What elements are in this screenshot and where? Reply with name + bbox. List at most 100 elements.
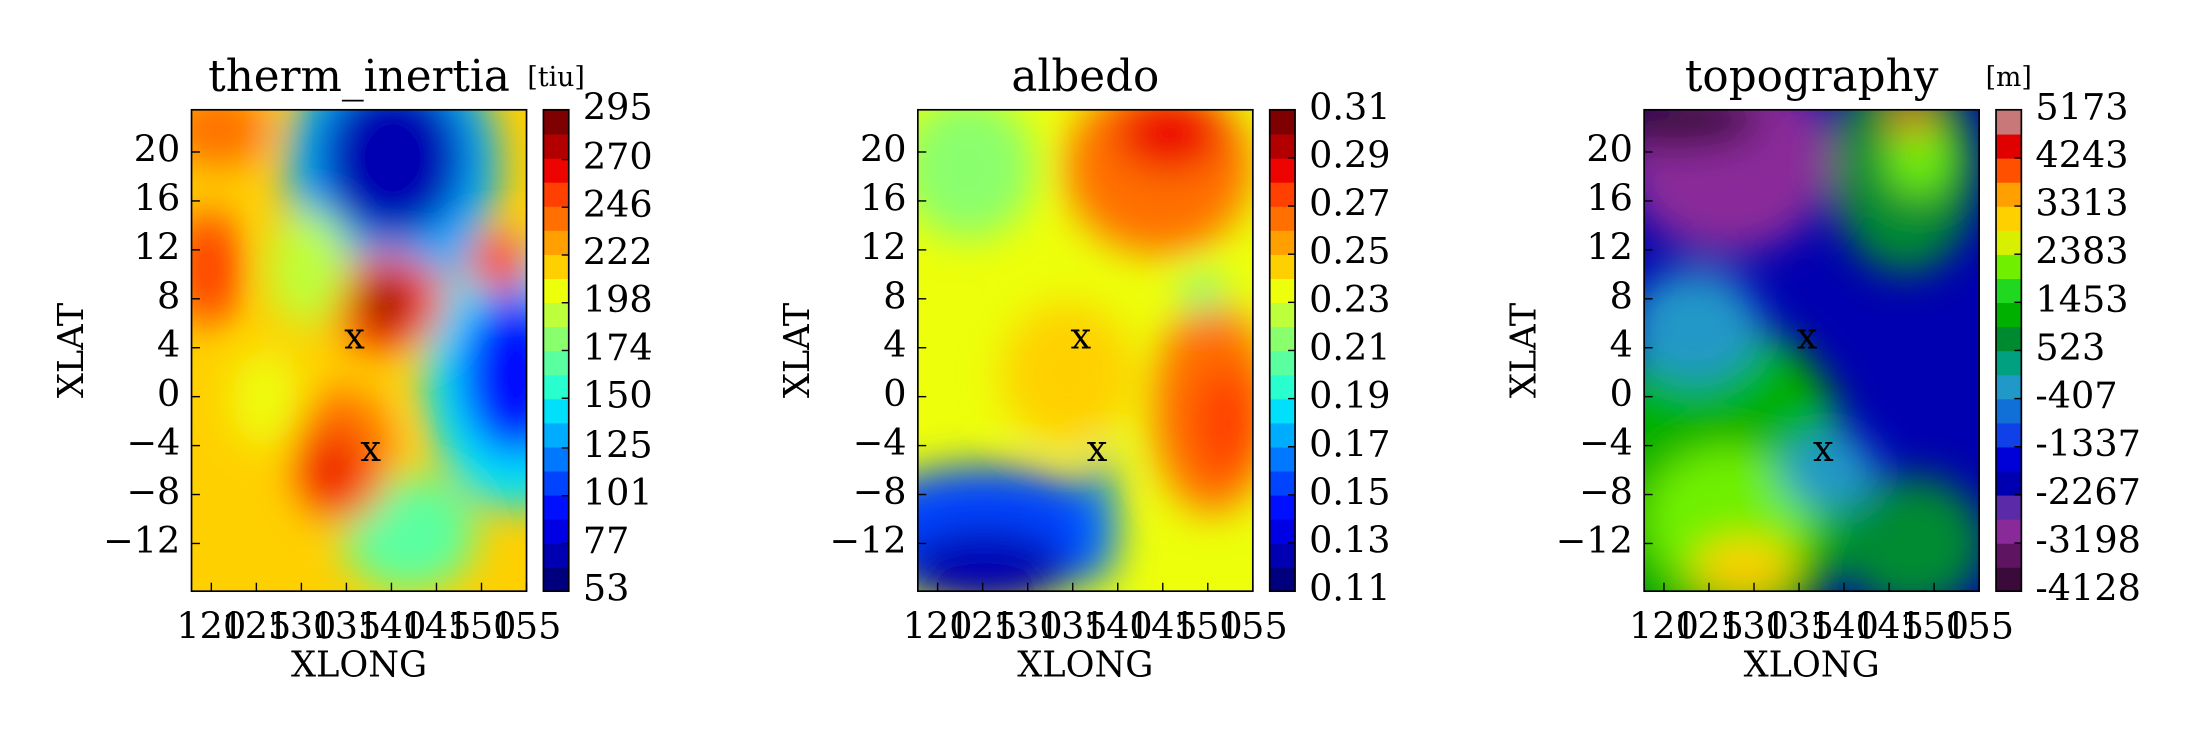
field-region	[1778, 432, 1879, 510]
colorbar-band	[1996, 398, 2022, 424]
field-region	[1001, 302, 1136, 447]
colorbar-tick-label: 125	[583, 423, 653, 466]
colorbar-band	[1269, 133, 1296, 159]
y-tick-label: 4	[1610, 323, 1633, 366]
colorbar-tick-label: 77	[583, 519, 630, 562]
field-region	[231, 350, 299, 447]
field	[191, 109, 527, 592]
colorbar-band	[1269, 446, 1296, 472]
x-axis-label: XLONG	[1017, 645, 1153, 686]
colorbar-tick-label: 4243	[2035, 133, 2128, 176]
colorbar-band	[543, 398, 569, 424]
y-tick-label: 20	[134, 127, 181, 170]
y-axis-label: XLAT	[1503, 302, 1544, 398]
colorbar-band	[543, 374, 569, 400]
field-region	[1182, 273, 1223, 312]
colorbar-tick-label: -3198	[2035, 519, 2140, 562]
x-tick-label: 135	[1038, 605, 1108, 648]
colorbar-tick-label: 270	[583, 135, 653, 178]
plot-frame	[1643, 108, 1980, 593]
colorbar-band	[1269, 422, 1296, 448]
colorbar-tick-label: 0.23	[1309, 278, 1390, 321]
colorbar-band	[1269, 374, 1296, 400]
field-shapes	[1644, 109, 1980, 592]
colorbar-tick-label: 198	[583, 278, 653, 321]
colorbar-band	[1269, 518, 1296, 544]
y-tick-label: 20	[860, 127, 907, 170]
y-tick-label: −12	[1556, 519, 1633, 562]
y-axis-label: XLAT	[51, 302, 92, 398]
y-tick-label: 12	[134, 225, 181, 268]
field-region	[318, 109, 467, 240]
colorbar-band	[543, 206, 569, 231]
colorbar-tick-label: 0.15	[1309, 470, 1390, 513]
colorbar-unit: [m]	[1986, 62, 2032, 93]
colorbar-tick-label: 101	[583, 471, 653, 514]
colorbar-band	[1269, 157, 1296, 183]
colorbar-tick-label: -4128	[2035, 567, 2140, 610]
colorbar-band	[1996, 470, 2022, 496]
colorbar-tick-label: 246	[583, 183, 653, 226]
y-tick-label: 8	[883, 274, 906, 317]
plot-frame	[190, 108, 528, 593]
y-tick-label: 8	[157, 274, 180, 317]
x-axis-label: XLONG	[1744, 645, 1880, 686]
colorbar-band	[1269, 181, 1296, 207]
colorbar-band	[1269, 109, 1296, 135]
x-tick-label: 145	[402, 605, 472, 648]
colorbar-tick-label: 150	[583, 374, 653, 417]
colorbar-band	[1269, 398, 1296, 424]
field-region	[1838, 475, 1980, 592]
x-tick-label: 145	[1128, 605, 1198, 648]
colorbar-band	[543, 157, 569, 183]
field-region	[1192, 364, 1253, 481]
field-region	[191, 109, 269, 168]
chart-title: topography	[1685, 52, 1939, 102]
field-shapes	[917, 109, 1253, 592]
field	[1644, 109, 1980, 592]
y-tick-label: 0	[157, 372, 180, 415]
colorbar-tick-label: 222	[583, 231, 653, 274]
colorbar-band	[1996, 446, 2022, 472]
field-region	[1644, 109, 1762, 149]
field-region	[1885, 119, 1953, 197]
colorbar-band	[1996, 109, 2022, 135]
x-tick-label: 130	[1719, 605, 1789, 648]
colorbar-band	[1996, 518, 2022, 544]
y-tick-label: −8	[853, 470, 907, 513]
x-tick-label: 145	[1854, 605, 1924, 648]
x-tick-label: 155	[1944, 605, 2014, 648]
x-tick-label: 150	[447, 605, 517, 648]
colorbar-unit: [tiu]	[527, 62, 584, 93]
x-tick-label: 125	[1674, 605, 1744, 648]
y-tick-label: 12	[860, 225, 907, 268]
colorbar-band	[543, 326, 569, 352]
colorbar-band	[1269, 494, 1296, 520]
colorbar-band	[1269, 543, 1296, 568]
colorbar-tick-label: 53	[583, 567, 630, 610]
x-tick-label: 120	[1629, 605, 1699, 648]
colorbar-band	[543, 278, 569, 304]
field-region	[191, 210, 242, 327]
colorbar-tick-label: 174	[583, 326, 653, 369]
y-tick-label: 20	[1586, 127, 1633, 170]
colorbar-band	[543, 350, 569, 376]
colorbar-tick-label: 0.25	[1309, 230, 1390, 273]
x-tick-label: 155	[1218, 605, 1288, 648]
field-region	[917, 109, 1036, 240]
y-tick-label: 4	[157, 323, 180, 366]
colorbar-band	[1269, 470, 1296, 496]
colorbar-band	[1996, 206, 2022, 231]
colorbar-band	[543, 494, 569, 520]
field-region	[268, 210, 349, 327]
colorbar-tick-label: 295	[583, 85, 653, 128]
colorbar-band	[543, 470, 569, 496]
y-tick-label: −4	[126, 421, 180, 464]
colorbar-tick-label: 3313	[2035, 182, 2128, 225]
field	[917, 109, 1253, 592]
field-region	[1088, 451, 1116, 587]
colorbar-band	[543, 181, 569, 207]
colorbar-tick-label: 5173	[2035, 85, 2128, 128]
y-tick-label: 0	[1610, 372, 1633, 415]
